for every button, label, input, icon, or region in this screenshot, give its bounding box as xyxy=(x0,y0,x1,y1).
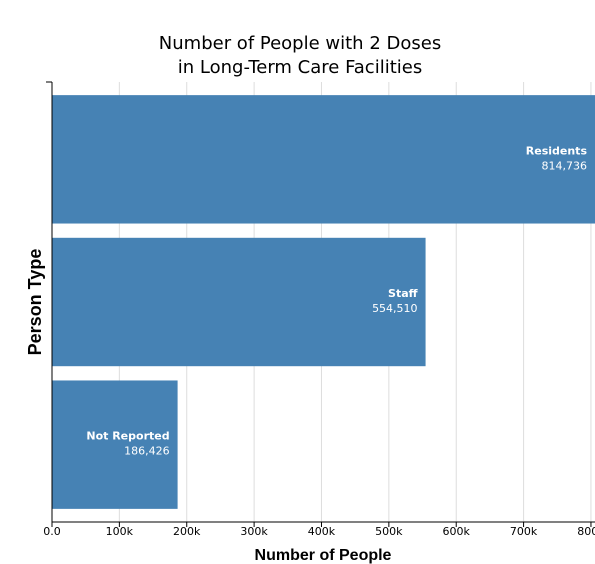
bar xyxy=(52,237,426,367)
bar-category-label: Staff xyxy=(388,287,418,300)
x-tick-label: 700k xyxy=(510,525,538,538)
bar-value-label: 186,426 xyxy=(124,445,170,458)
x-tick-label: 500k xyxy=(375,525,403,538)
x-tick-label: 0.0 xyxy=(43,525,61,538)
bar-category-label: Residents xyxy=(526,144,588,157)
bar xyxy=(52,95,595,224)
x-tick-label: 600k xyxy=(443,525,471,538)
bar-category-label: Not Reported xyxy=(86,430,169,443)
chart-title: Number of People with 2 Doses xyxy=(159,33,441,54)
y-axis-title: Person Type xyxy=(25,249,45,356)
plot-area xyxy=(52,95,595,509)
x-tick-label: 300k xyxy=(240,525,268,538)
x-tick-label: 100k xyxy=(106,525,134,538)
chart-title: in Long-Term Care Facilities xyxy=(178,57,422,78)
bar-value-label: 814,736 xyxy=(542,159,588,172)
x-axis-title: Number of People xyxy=(255,547,392,564)
x-tick-label: 800k xyxy=(577,525,595,538)
bar-value-label: 554,510 xyxy=(372,302,418,315)
x-tick-label: 200k xyxy=(173,525,201,538)
bar xyxy=(52,380,178,509)
x-tick-label: 400k xyxy=(308,525,336,538)
